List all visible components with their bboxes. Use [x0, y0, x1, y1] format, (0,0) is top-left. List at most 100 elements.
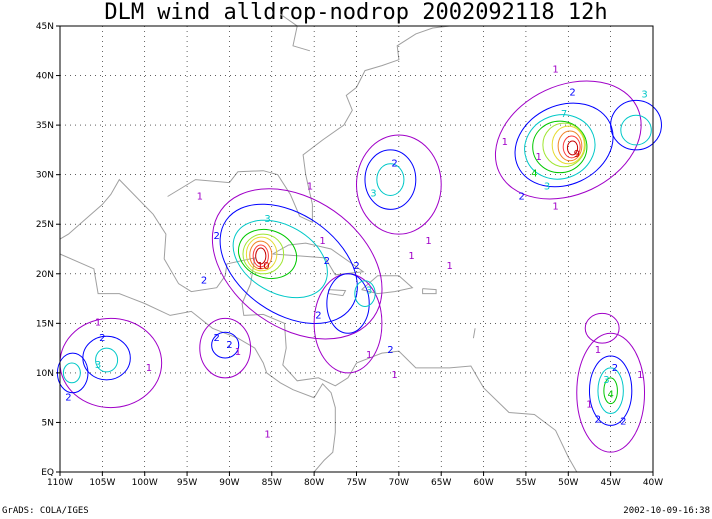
contour-line — [514, 102, 614, 188]
contour-line — [551, 125, 585, 165]
y-tick-label: 25N — [36, 220, 54, 230]
contour-line — [238, 228, 298, 280]
contour-label: 4 — [607, 390, 613, 401]
contour-label: 10 — [257, 261, 270, 272]
y-tick-label: 15N — [36, 319, 54, 329]
contour-label: 2 — [612, 363, 618, 374]
x-tick-label: 85W — [262, 478, 282, 488]
contour-line — [588, 355, 633, 426]
x-tick-label: 45W — [600, 478, 620, 488]
plot-frame — [59, 25, 654, 473]
contour-line — [326, 273, 370, 334]
contour-label: 3 — [370, 188, 376, 199]
y-tick-label: 40N — [36, 72, 54, 82]
contour-label: 3 — [544, 182, 550, 193]
contour-line — [62, 362, 81, 384]
contour-label: 2 — [620, 416, 626, 427]
contour-label: 9 — [574, 149, 580, 160]
coastline — [280, 13, 311, 52]
contour-line — [211, 331, 240, 359]
contour-label: 7 — [561, 109, 567, 120]
contour-label: 2 — [65, 393, 71, 404]
x-axis-ticks: 110W 105W 100W 95W 90W 85W 80W 75W 70W 65W 60W 55W 5… — [47, 472, 663, 488]
contour-label: 1 — [425, 236, 431, 247]
contour-label: 2 — [353, 261, 359, 272]
x-tick-label: 90W — [219, 478, 239, 488]
contour-line — [597, 367, 624, 415]
contour-line — [494, 80, 642, 200]
coastline — [59, 253, 336, 473]
contour-line — [376, 163, 405, 196]
contour-label: 1 — [502, 137, 508, 148]
contour-label: 1 — [319, 236, 325, 247]
contour-label: 1 — [95, 317, 101, 328]
contour-line — [603, 377, 618, 405]
contour-label: 2 — [387, 345, 393, 356]
contour-label: 2 — [226, 340, 232, 351]
x-tick-label: 65W — [431, 478, 451, 488]
contour-label: 1 — [595, 345, 601, 356]
contour-line — [211, 188, 383, 340]
contour-line — [219, 203, 358, 325]
x-tick-label: 55W — [516, 478, 536, 488]
contour-label: 2 — [595, 414, 601, 425]
y-axis-ticks: EQ 5N 10N 15N 20N 25N 30N 35N 40N 45N — [36, 22, 60, 478]
map-title: DLM wind alldrop-nodrop 2002092118 12h — [104, 0, 608, 25]
y-tick-label: 5N — [42, 418, 54, 428]
contour-label: 2 — [99, 333, 105, 344]
contour-label: 1 — [391, 370, 397, 381]
contour-label: 3 — [366, 286, 372, 297]
y-tick-label: 45N — [36, 22, 54, 32]
contour-line — [610, 99, 662, 151]
contour-label: 1 — [235, 347, 241, 358]
x-tick-label: 100W — [132, 478, 158, 488]
contour-label: 1 — [366, 350, 372, 361]
contour-label: 1 — [446, 261, 452, 272]
coastline — [472, 328, 476, 339]
contour-label: 1 — [637, 370, 643, 381]
contour-label: 1 — [586, 400, 592, 411]
contour-label: 2 — [569, 87, 575, 98]
coastline — [272, 242, 365, 276]
contour-label: 1 — [552, 65, 558, 76]
contour-line — [95, 347, 119, 373]
x-tick-label: 75W — [346, 478, 366, 488]
y-tick-label: 30N — [36, 171, 54, 181]
x-tick-label: 105W — [89, 478, 115, 488]
contour-line — [566, 140, 579, 156]
contour-line — [532, 120, 588, 174]
contour-line — [242, 233, 285, 275]
contour-line — [56, 352, 89, 394]
contour-label: 2 — [391, 159, 397, 170]
contour-label: 2 — [324, 256, 330, 267]
contour-label: 2 — [315, 310, 321, 321]
contour-label: 2 — [214, 231, 220, 242]
contour-line — [524, 114, 596, 180]
coastline — [361, 275, 414, 295]
gridlines — [60, 26, 653, 472]
contour-line — [576, 332, 646, 453]
x-tick-label: 70W — [389, 478, 409, 488]
contour-label: 1 — [264, 429, 270, 440]
contour-line — [249, 240, 273, 270]
x-tick-label: 40W — [643, 478, 663, 488]
contour-label: 2 — [201, 276, 207, 287]
contour-line — [245, 236, 278, 272]
contour-line — [620, 114, 652, 146]
contour-line — [252, 244, 269, 268]
footer-right: 2002-10-09-16:38 — [623, 506, 710, 516]
coastline — [422, 288, 437, 295]
y-tick-label: EQ — [41, 468, 54, 478]
coastlines — [59, 13, 578, 473]
contours — [56, 80, 662, 453]
contour-label: 4 — [531, 169, 537, 180]
y-tick-label: 20N — [36, 270, 54, 280]
contour-label: 3 — [264, 214, 270, 225]
footer-left: GrADS: COLA/IGES — [2, 506, 89, 516]
contour-line — [199, 317, 252, 379]
contour-line — [557, 130, 583, 162]
contour-label: 3 — [95, 360, 101, 371]
y-tick-label: 35N — [36, 121, 54, 131]
